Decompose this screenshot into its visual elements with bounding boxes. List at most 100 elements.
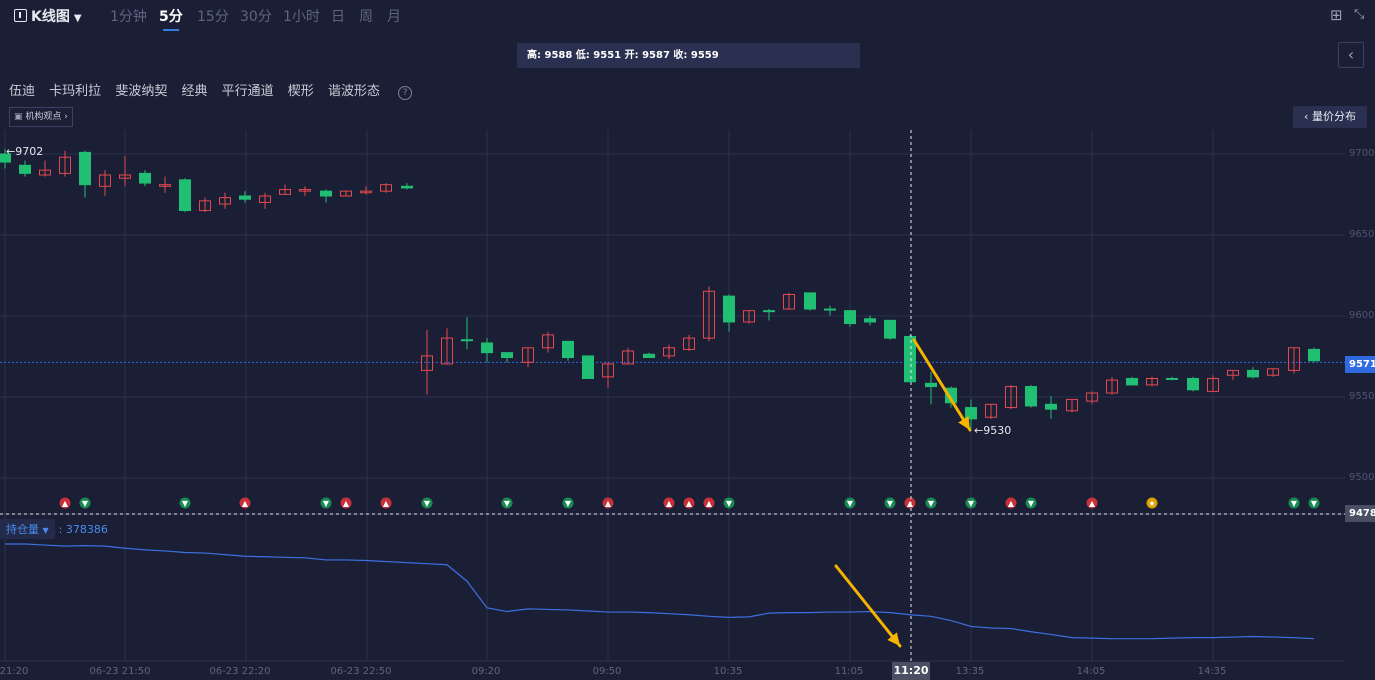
annotation-arrow-head (887, 632, 900, 646)
candle-body (743, 310, 755, 323)
tool-parallel-channel[interactable]: 平行通道 (221, 84, 274, 99)
tool-classic[interactable]: 经典 (181, 84, 208, 99)
candle-body (39, 169, 51, 176)
signal-marker (844, 497, 856, 509)
candle-body (299, 189, 311, 192)
timeframe-tab-3[interactable]: 30分 (240, 9, 272, 25)
candle-body (1267, 368, 1279, 376)
candle-body (1045, 403, 1057, 410)
candle-body (643, 353, 655, 358)
help-icon[interactable]: ? (398, 86, 413, 100)
signal-marker-glyph: ▼ (182, 499, 189, 508)
signal-marker-glyph: ▼ (504, 499, 511, 508)
signal-marker (79, 497, 91, 509)
signal-marker (340, 497, 352, 509)
x-tick-label: 06-23 22:20 (209, 666, 271, 677)
candle-body (1025, 386, 1037, 407)
candle-body (864, 318, 876, 323)
candle-body (622, 350, 634, 365)
signal-marker-glyph: ▼ (968, 499, 975, 508)
candle-body (1005, 386, 1017, 409)
signal-marker-glyph: ▼ (82, 499, 89, 508)
candle-body (179, 179, 191, 212)
grid-layout-icon[interactable]: ⊞ (1330, 6, 1343, 24)
chart-type-dropdown[interactable]: K线图 ▼ (14, 6, 82, 26)
candlestick-icon (14, 9, 27, 22)
candle-body (1106, 379, 1118, 394)
candle-body (59, 156, 71, 174)
candle-body (199, 200, 211, 212)
signal-marker-glyph: ▲ (383, 499, 390, 508)
candle-body (1066, 398, 1078, 412)
indicator-selector[interactable]: 持仓量 ▼ (0, 519, 55, 539)
candle-body (481, 342, 493, 354)
candle-body (703, 290, 715, 339)
candle-body (461, 339, 473, 342)
signal-marker (1308, 497, 1320, 509)
tool-harmonic[interactable]: 谐波形态 (327, 84, 380, 99)
collapse-fullscreen-icon[interactable]: ⤡ (1354, 7, 1365, 22)
signal-marker-glyph: ▼ (424, 499, 431, 508)
signal-marker-glyph: ▲ (1008, 499, 1015, 508)
signal-marker-glyph: ▲ (343, 499, 350, 508)
candle-body (360, 190, 372, 194)
signal-marker (965, 497, 977, 509)
institution-view-button[interactable]: ▣ 机构观点 › (9, 107, 73, 127)
candle-body (340, 190, 352, 197)
candle-body (763, 310, 775, 313)
signal-marker (904, 497, 916, 509)
y-tick-label: 9650 (1349, 229, 1375, 240)
candle-body (844, 310, 856, 325)
candle-body (320, 190, 332, 197)
timeframe-tab-7[interactable]: 月 (387, 9, 401, 25)
tool-camarilla[interactable]: 卡玛利拉 (49, 84, 102, 99)
signal-marker-glyph: ▼ (726, 499, 733, 508)
x-tick-label: 14:05 (1076, 666, 1106, 677)
signal-marker (723, 497, 735, 509)
candle-body (1288, 347, 1300, 371)
high-price-label: 9702 (15, 145, 44, 158)
candle-body (219, 197, 231, 205)
chevron-left-icon: ‹ (1347, 45, 1355, 64)
indicator-value: : 378386 (58, 523, 108, 536)
x-tick-label: 06-23 21:50 (89, 666, 151, 677)
candle-body (401, 185, 413, 189)
x-tick-label: 13:35 (955, 666, 985, 677)
signal-marker-glyph: ▲ (242, 499, 249, 508)
open-interest-legend: 持仓量 ▼: 378386 (0, 518, 108, 539)
signal-marker (663, 497, 675, 509)
tool-woodie[interactable]: 伍迪 (9, 84, 36, 99)
timeframe-tab-0[interactable]: 1分钟 (110, 9, 147, 25)
signal-marker-glyph: ▲ (666, 499, 673, 508)
signal-marker-glyph: ★ (1148, 499, 1155, 508)
x-tick-label: 14:35 (1197, 666, 1227, 677)
candle-body (985, 403, 997, 418)
candle-body (904, 335, 916, 383)
institution-icon: ▣ (14, 112, 23, 122)
tool-wedge[interactable]: 楔形 (287, 84, 314, 99)
signal-marker (239, 497, 251, 509)
volume-profile-button[interactable]: ‹ 量价分布 (1293, 106, 1367, 128)
signal-marker (179, 497, 191, 509)
collapse-panel-button[interactable]: ‹ (1338, 42, 1364, 68)
timeframe-tab-4[interactable]: 1小时 (283, 9, 320, 25)
timeframe-tab-2[interactable]: 15分 (197, 9, 229, 25)
signal-marker (602, 497, 614, 509)
candle-body (1247, 369, 1259, 378)
tool-fibonacci[interactable]: 斐波纳契 (115, 84, 168, 99)
signal-marker (1146, 497, 1158, 509)
signal-marker-glyph: ▼ (928, 499, 935, 508)
candle-body (965, 407, 977, 420)
caret-down-icon: ▼ (73, 13, 82, 24)
candle-body (1308, 348, 1320, 362)
timeframe-tab-6[interactable]: 周 (359, 9, 373, 25)
signal-marker-glyph: ▲ (1089, 499, 1096, 508)
candle-body (1126, 377, 1138, 386)
timeframe-tab-1[interactable]: 5分 (159, 6, 183, 31)
signal-marker (925, 497, 937, 509)
ohlc-tooltip: 高: 9588 低: 9551 开: 9587 收: 9559 (517, 43, 860, 68)
timeframe-tab-5[interactable]: 日 (331, 9, 345, 25)
signal-marker-glyph: ▲ (686, 499, 693, 508)
candle-body (602, 363, 614, 378)
